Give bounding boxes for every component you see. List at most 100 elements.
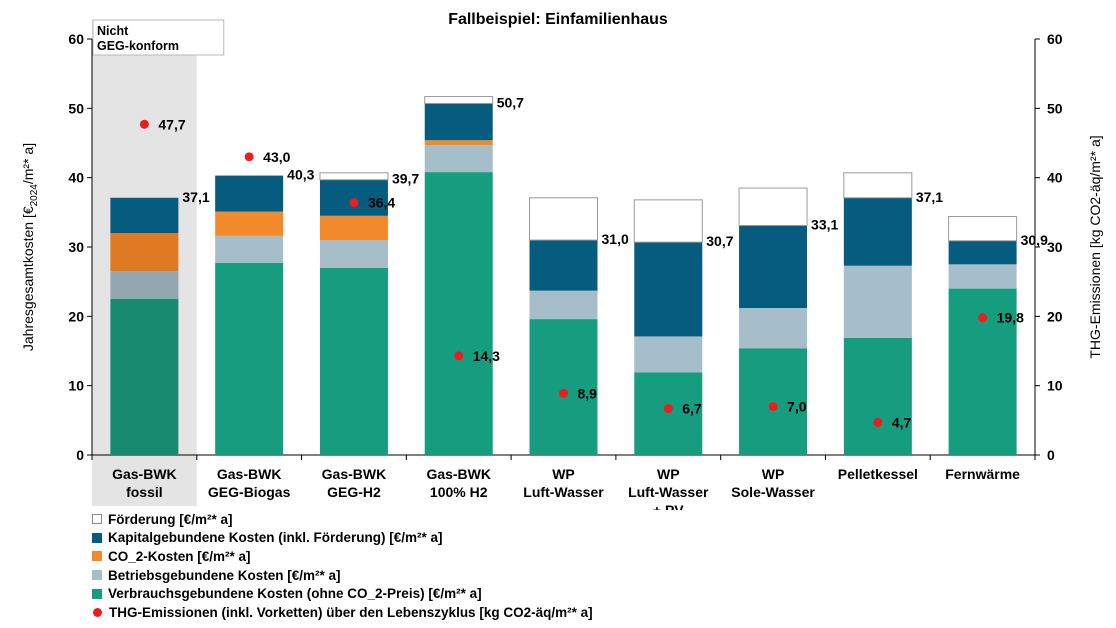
category-label: Gas-BWK [322, 466, 387, 482]
bar-segment-foerderung [843, 172, 913, 199]
y-tick-label-right: 0 [1047, 447, 1055, 463]
y-tick-label-left: 0 [76, 447, 84, 463]
emission-label: 47,7 [158, 116, 185, 132]
bar-segment-betriebsgebundene [529, 290, 598, 320]
y-tick-label-left: 60 [68, 31, 84, 47]
bar-segment-kapitalgebundene [215, 175, 284, 212]
y-tick-label-right: 40 [1047, 170, 1063, 186]
legend-label-foerderung: Förderung [€/m²* a] [108, 511, 233, 527]
bar-total-label: 37,1 [182, 189, 209, 205]
emission-point [873, 417, 883, 427]
legend-dot-thg-emissionen [93, 607, 102, 617]
legend-swatch-betriebsgebundene-kosten [92, 570, 102, 581]
bar-segment-betriebsgebundene [634, 336, 703, 373]
y-axis-left-title: Jahresgesamtkosten [€2024/m²* a] [20, 143, 40, 351]
legend-item-thg-emissionen: THG-Emissionen (inkl. Vorketten) über de… [92, 603, 593, 622]
bar-segment-foerderung [633, 199, 703, 243]
highlight-note-line: GEG-konform [97, 39, 179, 53]
emission-label: 4,7 [892, 414, 912, 430]
bar-segment-verbrauchsgebundene [319, 267, 388, 455]
category-label: Sole-Wasser [731, 484, 815, 500]
bar-total-label: 33,1 [811, 217, 838, 233]
emission-label: 36,4 [368, 195, 395, 211]
emission-point [454, 351, 464, 361]
bar-segment-kapitalgebundene [529, 240, 598, 291]
legend-label-thg-emissionen: THG-Emissionen (inkl. Vorketten) über de… [109, 604, 593, 620]
legend-label-betriebsgebundene-kosten: Betriebsgebundene Kosten [€/m²* a] [108, 567, 341, 583]
y-tick-label-left: 10 [68, 378, 84, 394]
y-tick-label-left: 20 [68, 308, 84, 324]
emission-label: 7,0 [787, 398, 807, 414]
legend-item-co2-kosten: CO_2-Kosten [€/m²* a] [92, 547, 593, 566]
bar-segment-foerderung [738, 187, 808, 227]
bar-segment-betriebsgebundene [739, 308, 808, 349]
category-label: + PV [653, 502, 684, 510]
bar-segment-verbrauchsgebundene [739, 348, 808, 455]
bar-total-label: 39,7 [392, 171, 419, 187]
emission-label: 14,3 [473, 348, 500, 364]
legend-label-kapitalgebundene-kosten: Kapitalgebundene Kosten (inkl. Förderung… [108, 530, 443, 546]
bar-segment-verbrauchsgebundene [529, 319, 598, 455]
category-label: WP [552, 466, 575, 482]
emission-point [139, 119, 149, 129]
emission-label: 8,9 [578, 385, 598, 401]
legend-item-kapitalgebundene-kosten: Kapitalgebundene Kosten (inkl. Förderung… [92, 529, 593, 548]
bar-segment-co2-kosten [110, 233, 179, 272]
bar-segment-co2-kosten [319, 215, 388, 241]
bar-segment-betriebsgebundene [319, 240, 388, 268]
category-label: GEG-Biogas [208, 484, 291, 500]
bar-segment-foerderung [948, 215, 1018, 242]
bar-segment-betriebsgebundene [843, 265, 912, 338]
emission-point [978, 313, 988, 323]
emission-point [244, 152, 254, 162]
y-tick-label-right: 30 [1047, 239, 1063, 255]
y-tick-label-left: 30 [68, 239, 84, 255]
legend-swatch-foerderung [92, 514, 102, 525]
category-label: Gas-BWK [426, 466, 491, 482]
bar-segment-verbrauchsgebundene [110, 299, 179, 455]
emission-label: 19,8 [997, 310, 1024, 326]
bar-segment-verbrauchsgebundene [215, 262, 284, 455]
category-label: Pelletkessel [838, 466, 918, 482]
category-label: 100% H2 [430, 484, 488, 500]
emission-point [349, 198, 359, 208]
legend-item-verbrauchsgebundene-kosten: Verbrauchsgebundene Kosten (ohne CO_2-Pr… [92, 584, 593, 603]
legend-item-betriebsgebundene-kosten: Betriebsgebundene Kosten [€/m²* a] [92, 566, 593, 585]
bar-segment-betriebsgebundene [424, 145, 493, 173]
legend-label-verbrauchsgebundene-kosten: Verbrauchsgebundene Kosten (ohne CO_2-Pr… [108, 586, 482, 602]
bar-segment-betriebsgebundene [215, 235, 284, 263]
bar-total-label: 31,0 [602, 231, 629, 247]
legend-swatch-kapitalgebundene-kosten [92, 532, 102, 543]
bar-segment-verbrauchsgebundene [634, 372, 703, 455]
emission-point [663, 404, 673, 414]
legend-swatch-verbrauchsgebundene-kosten [92, 588, 102, 599]
bar-segment-kapitalgebundene [319, 179, 388, 216]
highlight-note-box [92, 19, 225, 56]
bar-segment-verbrauchsgebundene [843, 337, 912, 455]
emission-label: 6,7 [682, 401, 702, 417]
category-label: WP [657, 466, 680, 482]
bar-total-label: 37,1 [916, 189, 943, 205]
bar-total-label: 50,7 [497, 94, 524, 110]
y-tick-label-right: 20 [1047, 308, 1063, 324]
category-label: Luft-Wasser [628, 484, 709, 500]
bar-segment-foerderung [529, 197, 598, 241]
category-label: fossil [126, 484, 163, 500]
legend-item-foerderung: Förderung [€/m²* a] [92, 510, 593, 529]
bar-segment-kapitalgebundene [843, 197, 912, 266]
chart-legend: Förderung [€/m²* a] Kapitalgebundene Kos… [92, 510, 593, 622]
legend-label-co2-kosten: CO_2-Kosten [€/m²* a] [108, 548, 251, 564]
bar-segment-kapitalgebundene [948, 240, 1017, 265]
category-label: GEG-H2 [327, 484, 381, 500]
bar-segment-verbrauchsgebundene [424, 172, 493, 455]
emission-label: 43,0 [263, 149, 290, 165]
bar-segment-betriebsgebundene [948, 264, 1017, 289]
bar-segment-betriebsgebundene [110, 271, 179, 299]
y-tick-label-right: 50 [1047, 100, 1063, 116]
bar-segment-foerderung [319, 172, 389, 181]
category-label: Fernwärme [945, 466, 1020, 482]
highlight-note-line: Nicht [97, 24, 129, 38]
category-label: WP [762, 466, 785, 482]
category-label: Luft-Wasser [523, 484, 604, 500]
bar-segment-kapitalgebundene [110, 197, 179, 234]
